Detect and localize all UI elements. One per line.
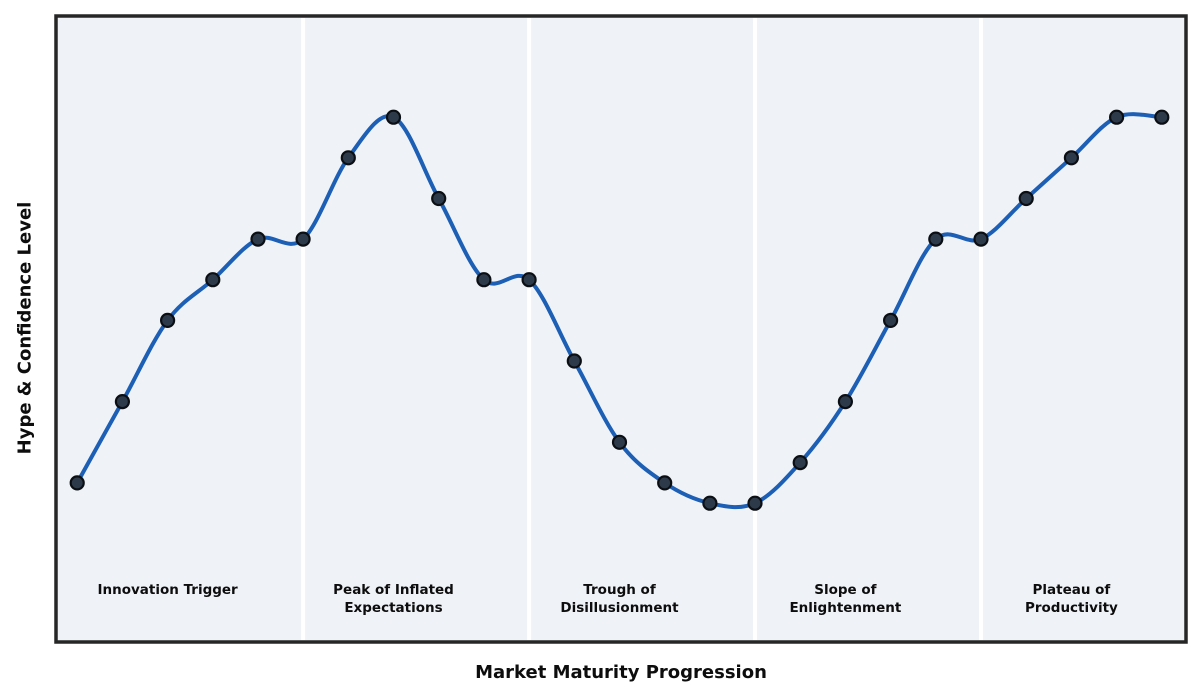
phase-label-line: Innovation Trigger: [97, 582, 238, 598]
phase-label-peak-of-inflated-expectations: Peak of Inflated Expectations: [333, 582, 454, 616]
phase-label-line: Plateau of: [1032, 582, 1110, 598]
data-point-16: [792, 455, 808, 471]
data-point-12: [611, 434, 628, 450]
data-point-2: [160, 312, 176, 328]
data-point-7: [385, 109, 402, 125]
x-axis-label: Market Maturity Progression: [475, 662, 767, 683]
data-point-23: [1108, 109, 1125, 125]
y-axis-label: Hype & Confidence Level: [14, 201, 36, 455]
data-point-17: [837, 394, 854, 410]
phase-label-plateau-of-productivity: Plateau of Productivity: [1025, 582, 1118, 616]
data-point-22: [1063, 150, 1080, 166]
data-point-24: [1154, 109, 1170, 125]
phase-label-line: Productivity: [1025, 600, 1118, 616]
phase-label-slope-of-enlightenment: Slope of Enlightenment: [789, 582, 901, 616]
plot-border: [54, 14, 1188, 644]
data-point-1: [114, 394, 131, 410]
data-point-11: [566, 353, 582, 369]
data-point-9: [476, 272, 492, 288]
data-point-3: [205, 272, 221, 288]
phase-label-line: Peak of Inflated: [333, 582, 454, 598]
data-point-21: [1018, 190, 1034, 207]
data-point-4: [250, 231, 266, 247]
phase-label-line: Slope of: [814, 582, 876, 598]
data-point-6: [340, 150, 356, 166]
phase-label-line: Expectations: [344, 600, 442, 616]
data-point-14: [702, 495, 718, 511]
data-point-10: [521, 272, 537, 288]
phase-label-trough-of-disillusionment: Trough of Disillusionment: [560, 582, 679, 616]
phase-label-line: Disillusionment: [560, 600, 679, 616]
phase-label-line: Enlightenment: [789, 600, 901, 616]
data-point-19: [928, 231, 944, 247]
data-point-15: [747, 495, 763, 511]
data-point-20: [973, 231, 989, 247]
data-point-18: [882, 312, 899, 328]
data-point-5: [295, 231, 311, 247]
data-point-8: [431, 190, 447, 207]
data-point-13: [657, 475, 673, 491]
plot-area: [56, 16, 1186, 642]
data-point-0: [69, 475, 85, 491]
phase-label-line: Trough of: [583, 582, 656, 598]
phase-label-innovation-trigger: Innovation Trigger: [97, 582, 238, 598]
